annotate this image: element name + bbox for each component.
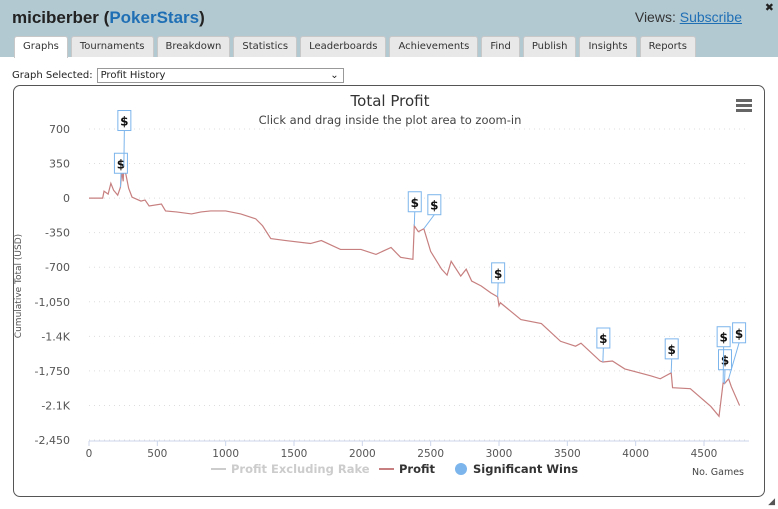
significant-win-label: $ xyxy=(719,331,727,345)
x-tick-label: 4000 xyxy=(622,448,649,460)
significant-win-connector xyxy=(423,214,435,230)
player-name: miciberber xyxy=(12,8,99,27)
significant-win-flag xyxy=(716,326,731,348)
subscribe-link[interactable]: Subscribe xyxy=(679,9,742,25)
header: miciberber (PokerStars) Views: Subscribe… xyxy=(0,0,778,58)
x-axis-label: No. Games xyxy=(692,467,744,478)
significant-win-flag xyxy=(117,110,132,132)
tab-leaderboards[interactable]: Leaderboards xyxy=(300,36,387,57)
significant-win-label: $ xyxy=(430,199,438,213)
tab-tournaments[interactable]: Tournaments xyxy=(70,36,154,57)
chart-title: Total Profit xyxy=(350,92,430,110)
y-tick-label: -700 xyxy=(45,261,70,274)
significant-win-connector xyxy=(602,347,604,363)
significant-win-flag xyxy=(427,194,442,216)
y-tick-label: -1,050 xyxy=(35,296,70,309)
significant-win-label: $ xyxy=(494,267,502,281)
site-name[interactable]: PokerStars xyxy=(109,8,200,27)
significant-win-connector xyxy=(413,211,416,226)
graph-select[interactable]: Profit History ⌄ xyxy=(96,68,344,83)
graph-select-value: Profit History xyxy=(100,70,166,81)
tab-insights[interactable]: Insights xyxy=(579,36,637,57)
legend-swatch-significant-wins xyxy=(455,463,467,475)
tab-bar: Graphs Tournaments Breakdown Statistics Lead… xyxy=(14,36,696,58)
x-tick-label: 1500 xyxy=(281,448,308,460)
resize-handle-icon[interactable]: ◢ xyxy=(768,497,775,507)
significant-win-flag xyxy=(491,262,506,284)
tab-achievements[interactable]: Achievements xyxy=(389,36,479,57)
chart-subtitle: Click and drag inside the plot area to z… xyxy=(259,113,522,127)
tab-reports[interactable]: Reports xyxy=(639,36,696,57)
significant-win-label: $ xyxy=(599,332,607,346)
y-axis-label: Cumulative Total (USD) xyxy=(14,234,24,338)
significant-win-label: $ xyxy=(120,115,128,129)
legend-profit: Profit xyxy=(399,462,436,476)
significant-win-flag xyxy=(407,191,422,213)
y-tick-label: -350 xyxy=(45,227,70,240)
legend-profit-excluding-rake: Profit Excluding Rake xyxy=(231,462,370,476)
significant-win-flag xyxy=(596,327,611,349)
chevron-down-icon: ⌄ xyxy=(330,70,339,81)
tab-graphs[interactable]: Graphs xyxy=(14,36,68,58)
x-tick-label: 4500 xyxy=(691,448,718,460)
y-tick-label: 350 xyxy=(49,158,70,171)
significant-win-flag xyxy=(664,338,679,360)
profit-chart[interactable]: Total Profit Click and drag inside the pl… xyxy=(14,86,766,498)
y-tick-label: -2,450 xyxy=(35,434,70,447)
x-tick-label: 1000 xyxy=(212,448,239,460)
profit-series-line xyxy=(89,166,741,418)
significant-win-label: $ xyxy=(668,343,676,357)
views-label: Views: xyxy=(634,9,676,25)
significant-win-label: $ xyxy=(721,354,729,368)
close-icon[interactable]: ✖ xyxy=(764,1,774,14)
legend-significant-wins: Significant Wins xyxy=(473,462,578,476)
significant-win-connector xyxy=(119,173,122,188)
x-tick-label: 2000 xyxy=(349,448,376,460)
y-tick-label: -2.1K xyxy=(41,399,70,412)
x-tick-label: 500 xyxy=(147,448,167,460)
y-tick-label: 0 xyxy=(63,192,70,205)
significant-win-flag xyxy=(732,322,747,344)
x-tick-label: 0 xyxy=(86,448,93,460)
player-title: miciberber (PokerStars) xyxy=(12,8,205,27)
tab-breakdown[interactable]: Breakdown xyxy=(156,36,231,57)
graph-select-label: Graph Selected: xyxy=(12,70,93,81)
significant-win-flag xyxy=(718,349,732,371)
y-tick-label: 700 xyxy=(49,123,70,136)
significant-win-connector xyxy=(722,346,725,383)
tab-publish[interactable]: Publish xyxy=(522,36,577,57)
graph-select-row: Graph Selected: Profit History ⌄ xyxy=(12,68,344,83)
significant-win-connector xyxy=(724,369,726,384)
views: Views: Subscribe xyxy=(635,9,742,25)
x-tick-label: 3000 xyxy=(486,448,513,460)
significant-win-connector xyxy=(497,282,499,297)
tab-statistics[interactable]: Statistics xyxy=(233,36,298,57)
significant-win-label: $ xyxy=(117,157,125,171)
menu-icon[interactable] xyxy=(736,99,752,112)
x-tick-label: 3500 xyxy=(554,448,581,460)
x-tick-label: 2500 xyxy=(417,448,444,460)
chart-container: Total Profit Click and drag inside the pl… xyxy=(13,85,765,497)
y-tick-label: -1,750 xyxy=(35,365,70,378)
tab-find[interactable]: Find xyxy=(481,36,520,57)
significant-win-connector xyxy=(123,130,125,167)
significant-win-connector xyxy=(728,342,740,379)
y-tick-label: -1.4K xyxy=(41,330,70,343)
significant-win-connector xyxy=(670,358,673,373)
significant-win-label: $ xyxy=(411,196,419,210)
significant-win-label: $ xyxy=(735,327,743,341)
